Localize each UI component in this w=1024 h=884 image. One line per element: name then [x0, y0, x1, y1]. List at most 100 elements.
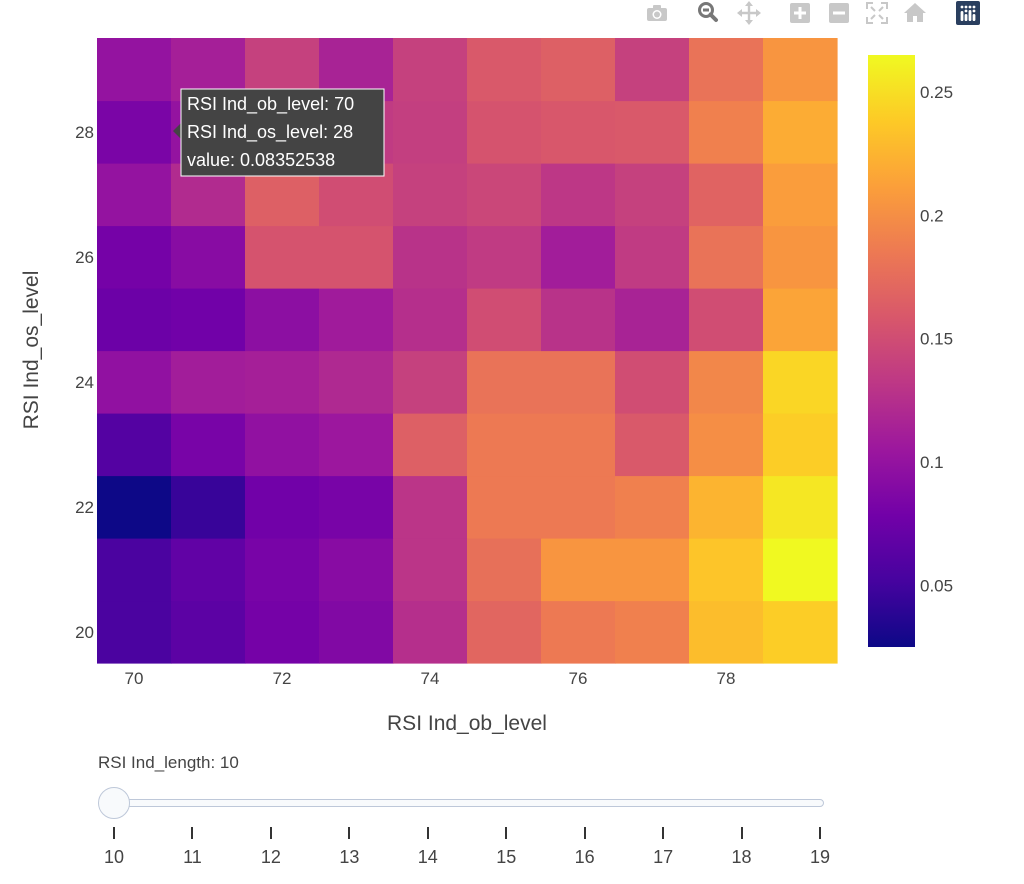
autoscale-icon[interactable] — [864, 0, 890, 26]
heatmap-cell[interactable] — [615, 100, 690, 164]
heatmap-cell[interactable] — [541, 225, 616, 289]
reset-axes-icon[interactable] — [902, 0, 928, 26]
slider-step-label[interactable]: 12 — [260, 847, 281, 867]
heatmap-cell[interactable] — [393, 163, 468, 227]
heatmap-cell[interactable] — [97, 538, 172, 602]
slider-handle[interactable] — [98, 787, 130, 819]
heatmap-cell[interactable] — [615, 600, 690, 664]
heatmap-cell[interactable] — [541, 288, 616, 352]
heatmap-cell[interactable] — [541, 600, 616, 664]
heatmap-cell[interactable] — [689, 600, 764, 664]
heatmap-cell[interactable] — [763, 225, 838, 289]
slider-step-tick[interactable] — [269, 827, 272, 839]
heatmap-cell[interactable] — [97, 38, 172, 102]
heatmap-cell[interactable] — [467, 475, 542, 539]
slider-step-tick[interactable] — [740, 827, 743, 839]
slider-step-tick[interactable] — [819, 827, 821, 839]
heatmap-cell[interactable] — [319, 413, 394, 477]
heatmap-cell[interactable] — [319, 350, 394, 414]
heatmap-cell[interactable] — [97, 413, 172, 477]
heatmap-cell[interactable] — [689, 288, 764, 352]
slider-step-tick[interactable] — [662, 827, 665, 839]
heatmap-cell[interactable] — [689, 225, 764, 289]
heatmap-cell[interactable] — [171, 413, 246, 477]
heatmap-cell[interactable] — [319, 225, 394, 289]
heatmap-cell[interactable] — [319, 288, 394, 352]
slider-step-label[interactable]: 16 — [574, 847, 595, 867]
heatmap-cell[interactable] — [689, 475, 764, 539]
heatmap-cell[interactable] — [245, 350, 320, 414]
slider-step-tick[interactable] — [191, 827, 194, 839]
heatmap-cell[interactable] — [245, 413, 320, 477]
heatmap-cell[interactable] — [763, 100, 838, 164]
heatmap-cell[interactable] — [97, 350, 172, 414]
heatmap-cell[interactable] — [615, 475, 690, 539]
heatmap-cell[interactable] — [393, 288, 468, 352]
slider-track[interactable] — [106, 799, 824, 807]
heatmap-cell[interactable] — [393, 38, 468, 102]
heatmap-cell[interactable] — [541, 475, 616, 539]
heatmap-cell[interactable] — [393, 100, 468, 164]
heatmap-cell[interactable] — [467, 100, 542, 164]
slider-step-label[interactable]: 19 — [809, 847, 831, 867]
heatmap-cell[interactable] — [393, 413, 468, 477]
heatmap-cell[interactable] — [467, 600, 542, 664]
pan-icon[interactable] — [736, 0, 762, 26]
heatmap-cell[interactable] — [319, 475, 394, 539]
heatmap-cell[interactable] — [97, 100, 172, 164]
slider-step-tick[interactable] — [583, 827, 586, 839]
heatmap-cell[interactable] — [245, 600, 320, 664]
heatmap-cell[interactable] — [97, 288, 172, 352]
heatmap-cell[interactable] — [245, 225, 320, 289]
heatmap-cell[interactable] — [171, 538, 246, 602]
heatmap-cell[interactable] — [615, 538, 690, 602]
heatmap-cell[interactable] — [467, 225, 542, 289]
heatmap-cell[interactable] — [393, 600, 468, 664]
heatmap-cell[interactable] — [393, 350, 468, 414]
heatmap-cell[interactable] — [541, 413, 616, 477]
heatmap-cell[interactable] — [393, 225, 468, 289]
zoom-icon[interactable] — [695, 0, 721, 26]
heatmap-cell[interactable] — [615, 38, 690, 102]
heatmap-cell[interactable] — [171, 288, 246, 352]
heatmap-cell[interactable] — [467, 163, 542, 227]
zoom-out-icon[interactable] — [826, 0, 852, 26]
heatmap-cell[interactable] — [763, 538, 838, 602]
heatmap-cell[interactable] — [245, 288, 320, 352]
heatmap-cell[interactable] — [689, 413, 764, 477]
plotly-logo-icon[interactable] — [955, 0, 981, 26]
heatmap-cell[interactable] — [689, 38, 764, 102]
heatmap-cell[interactable] — [763, 413, 838, 477]
heatmap-cell[interactable] — [763, 38, 838, 102]
heatmap-cell[interactable] — [171, 475, 246, 539]
heatmap-cell[interactable] — [171, 350, 246, 414]
slider-step-tick[interactable] — [348, 827, 351, 839]
heatmap-cell[interactable] — [467, 288, 542, 352]
heatmap-cell[interactable] — [763, 600, 838, 664]
heatmap-cell[interactable] — [615, 225, 690, 289]
heatmap-cell[interactable] — [689, 350, 764, 414]
slider-step-label[interactable]: 17 — [653, 847, 674, 867]
heatmap-cell[interactable] — [615, 413, 690, 477]
slider-step-label[interactable]: 14 — [417, 847, 438, 867]
slider-step-tick[interactable] — [505, 827, 508, 839]
heatmap-cell[interactable] — [467, 350, 542, 414]
heatmap-cell[interactable] — [541, 538, 616, 602]
heatmap-cell[interactable] — [689, 538, 764, 602]
heatmap-cell[interactable] — [171, 225, 246, 289]
heatmap-cell[interactable] — [97, 475, 172, 539]
heatmap-cell[interactable] — [467, 413, 542, 477]
slider-step-label[interactable]: 13 — [339, 847, 360, 867]
heatmap-cell[interactable] — [689, 163, 764, 227]
heatmap-cell[interactable] — [763, 475, 838, 539]
heatmap-cell[interactable] — [319, 600, 394, 664]
heatmap-cell[interactable] — [615, 350, 690, 414]
heatmap-cell[interactable] — [467, 38, 542, 102]
heatmap-cell[interactable] — [763, 350, 838, 414]
heatmap-cell[interactable] — [245, 538, 320, 602]
heatmap-cell[interactable] — [689, 100, 764, 164]
heatmap-cell[interactable] — [763, 288, 838, 352]
heatmap-cell[interactable] — [97, 225, 172, 289]
heatmap-cell[interactable] — [171, 600, 246, 664]
heatmap-cells[interactable] — [97, 38, 838, 664]
